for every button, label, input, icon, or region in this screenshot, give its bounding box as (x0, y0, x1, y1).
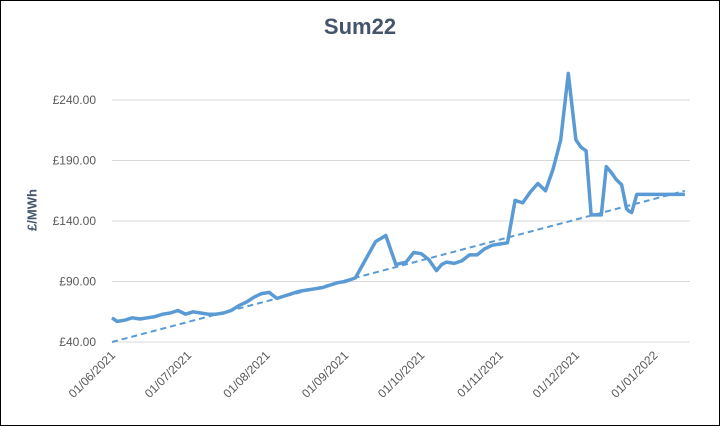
y-tick-label: £90.00 (59, 275, 96, 289)
x-tick-labels: 01/06/2021 01/07/2021 01/08/2021 01/09/2021… (66, 348, 661, 401)
grid-lines (112, 99, 690, 343)
y-tick-label: £140.00 (53, 214, 97, 228)
y-tick-label: £240.00 (53, 93, 97, 107)
x-tick-label: 01/09/2021 (299, 348, 352, 401)
y-tick-labels: £40.00 £90.00 £140.00 £190.00 £240.00 (53, 93, 97, 349)
x-tick-label: 01/01/2022 (608, 348, 661, 401)
series-line (110, 71, 685, 324)
x-tick-label: 01/12/2021 (530, 348, 583, 401)
x-tick-label: 01/10/2021 (375, 348, 428, 401)
y-tick-label: £190.00 (53, 154, 97, 168)
x-tick-label: 01/11/2021 (454, 348, 506, 400)
series-group (110, 71, 686, 343)
y-tick-label: £40.00 (59, 335, 96, 349)
trend-line (111, 189, 686, 343)
x-tick-label: 01/07/2021 (142, 348, 195, 401)
chart-title: Sum22 (323, 14, 397, 39)
x-tick-label: 01/06/2021 (66, 348, 119, 401)
x-tick-label: 01/08/2021 (220, 348, 273, 401)
